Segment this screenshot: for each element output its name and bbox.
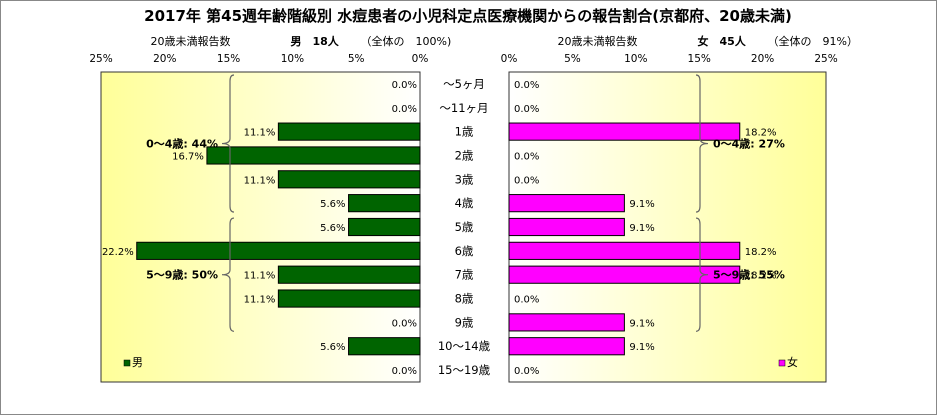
value-label-right: 9.1% [629,318,654,329]
tick-label-right: 0% [501,53,518,65]
header-note-right: （全体の 91%） [768,34,858,48]
tick-label-right: 15% [688,53,711,65]
chart-title: 2017年 第45週年齢階級別 水痘患者の小児科定点医療機関からの報告割合(京都… [144,7,792,25]
value-label-right: 0.0% [514,151,539,162]
value-label-right: 18.2% [745,247,777,258]
age-label: 1歳 [455,125,474,139]
xlabel-left: 20歳未満報告数 [151,35,231,48]
bar-left [348,217,421,237]
panels-group: 20歳未満報告数 男 18人 （全体の 100%) 25% 20% 15% 10% 5% 0% 0… [89,34,858,383]
bar-right [508,122,741,141]
bar-right [508,313,625,332]
age-label: 9歳 [455,315,474,329]
panel-left: 20歳未満報告数 男 18人 （全体の 100%) 25% 20% 15% 10% 5% 0% 0… [89,34,452,383]
value-label-left: 0.0% [392,366,417,377]
tick-label-right: 25% [814,53,837,65]
value-label-left: 11.1% [244,175,276,186]
tick-label-right: 5% [564,53,581,65]
bar-left [136,241,421,260]
xlabel-right: 20歳未満報告数 [558,35,638,48]
tick-label-right: 20% [751,53,774,65]
bar-left [206,146,421,165]
group-brace-left [221,74,235,213]
value-label-left: 11.1% [244,295,276,306]
age-label: ～5ヶ月 [443,77,485,91]
age-label: ～11ヶ月 [439,101,488,115]
bar-left [277,170,421,189]
bar-right [508,265,741,284]
age-label: 5歳 [455,220,474,234]
value-label-left: 0.0% [392,318,417,329]
age-label: 4歳 [455,196,474,210]
age-label: 7歳 [455,268,474,282]
panel-right: 20歳未満報告数 女 45人 （全体の 91%） 0% 5% 10% 15% 20% 25% 0.… [501,34,858,383]
tick-label-right: 10% [624,53,647,65]
legend-swatch-right [778,359,786,367]
bar-right [508,217,625,237]
value-label-right: 9.1% [629,199,654,210]
value-label-left: 5.6% [320,199,345,210]
age-label: 6歳 [455,244,474,258]
value-label-left: 5.6% [320,223,345,234]
value-label-right: 0.0% [514,80,539,91]
value-label-left: 5.6% [320,342,345,353]
tick-label-left: 15% [217,53,240,65]
value-label-left: 22.2% [102,247,134,258]
group-brace-left [221,217,235,332]
group-brace-right [695,74,709,213]
bar-left [277,265,421,284]
value-label-right: 9.1% [629,223,654,234]
bar-left [277,289,421,308]
bar-right [508,194,625,213]
value-label-right: 9.1% [629,342,654,353]
value-label-right: 0.0% [514,175,539,186]
age-label: 15～19歳 [438,363,491,377]
header-label-right: 女 45人 [698,34,747,48]
value-label-right: 0.0% [514,104,539,115]
tick-label-left: 5% [348,53,365,65]
group-label-left: 5～9歳: 50% [146,268,218,282]
legend-label-right: 女 [787,355,798,369]
tick-label-left: 10% [281,53,304,65]
value-label-right: 0.0% [514,295,539,306]
value-label-right: 0.0% [514,366,539,377]
legend-swatch-left [123,359,131,367]
value-label-left: 16.7% [172,151,204,162]
age-label: 2歳 [455,148,474,162]
bar-right [508,241,741,260]
age-label: 3歳 [455,172,474,186]
value-label-left: 11.1% [244,128,276,139]
bar-left [348,337,421,356]
group-label-right: 0～4歳: 27% [713,137,785,151]
tick-label-left: 25% [89,53,112,65]
bar-left [277,122,421,141]
group-label-left: 0～4歳: 44% [146,137,218,151]
legend-label-left: 男 [132,356,143,369]
value-label-left: 11.1% [244,271,276,282]
bar-right [508,337,625,356]
age-labels: ～5ヶ月 ～11ヶ月 1歳 2歳 3歳 4歳 5歳 6歳 7歳 8歳 9歳 10～14歳 15～19歳 [438,77,491,377]
value-label-right: 18.2% [745,271,777,282]
group-brace-right [695,217,709,332]
group-label-right: 5～9歳: 55% [713,268,785,282]
header-note-left: （全体の 100%) [361,34,452,48]
age-label: 8歳 [455,292,474,306]
tick-label-left: 0% [412,53,429,65]
tick-label-left: 20% [153,53,176,65]
age-label: 10～14歳 [438,339,491,353]
value-label-right: 18.2% [745,128,777,139]
value-label-left: 0.0% [392,80,417,91]
header-label-left: 男 18人 [291,34,340,48]
value-label-left: 0.0% [392,104,417,115]
bar-left [348,194,421,213]
